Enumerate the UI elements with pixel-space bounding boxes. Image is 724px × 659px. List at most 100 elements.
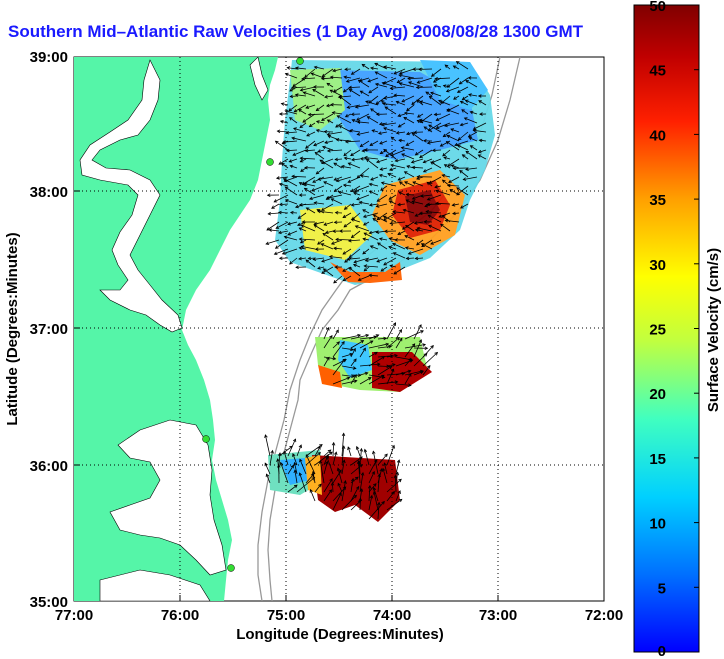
velocity-arrow bbox=[268, 212, 280, 215]
velocity-arrowhead bbox=[405, 225, 409, 229]
velocity-arrow bbox=[461, 109, 469, 115]
velocity-arrow bbox=[429, 176, 442, 184]
velocity-arrowhead bbox=[434, 351, 438, 356]
velocity-arrow bbox=[446, 141, 460, 151]
velocity-arrow bbox=[457, 144, 469, 151]
velocity-arrow bbox=[327, 149, 343, 152]
velocity-arrowhead bbox=[389, 221, 394, 225]
x-tick-label: 77:00 bbox=[55, 607, 93, 624]
velocity-arrowhead bbox=[335, 329, 339, 334]
velocity-arrowhead bbox=[403, 116, 408, 121]
velocity-arrowhead bbox=[315, 107, 320, 112]
velocity-arrowhead bbox=[334, 157, 339, 162]
velocity-arrow bbox=[350, 185, 361, 192]
velocity-arrow bbox=[369, 183, 379, 187]
velocity-arrow bbox=[314, 446, 321, 457]
velocity-arrowhead bbox=[426, 197, 431, 201]
velocity-arrow bbox=[395, 383, 411, 386]
velocity-arrow bbox=[436, 113, 451, 121]
velocity-arrowhead bbox=[347, 446, 351, 451]
velocity-arrow bbox=[398, 139, 406, 142]
velocity-arrowhead bbox=[342, 268, 346, 272]
velocity-arrow bbox=[304, 187, 316, 196]
velocity-arrow bbox=[460, 122, 469, 126]
velocity-arrowhead bbox=[285, 130, 290, 135]
colorbar-label: Surface Velocity (cm/s) bbox=[705, 248, 722, 412]
velocity-arrow bbox=[341, 480, 346, 502]
velocity-arrow bbox=[386, 369, 394, 385]
velocity-arrowhead bbox=[292, 152, 297, 156]
velocity-arrowhead bbox=[345, 79, 350, 83]
velocity-arrowhead bbox=[381, 81, 386, 86]
velocity-arrow bbox=[296, 444, 302, 457]
velocity-arrowhead bbox=[281, 162, 285, 167]
velocity-arrowhead bbox=[282, 178, 287, 182]
velocity-arrowhead bbox=[368, 190, 373, 194]
velocity-arrowhead bbox=[315, 129, 320, 133]
velocity-arrowhead bbox=[416, 226, 421, 231]
velocity-arrowhead bbox=[422, 343, 427, 347]
velocity-arrow bbox=[356, 446, 361, 457]
velocity-arrow bbox=[377, 242, 388, 250]
velocity-arrow bbox=[404, 181, 415, 187]
velocity-arrowhead bbox=[414, 228, 419, 232]
velocity-arrow bbox=[338, 191, 352, 196]
velocity-arrowhead bbox=[334, 451, 338, 456]
velocity-arrowhead bbox=[295, 265, 299, 270]
velocity-arrow bbox=[364, 265, 379, 268]
velocity-arrowhead bbox=[435, 125, 440, 130]
velocity-arrowhead bbox=[315, 120, 320, 124]
velocity-arrow bbox=[341, 165, 352, 169]
velocity-arrow bbox=[446, 109, 460, 115]
velocity-arrowhead bbox=[428, 224, 432, 229]
velocity-arrow bbox=[465, 80, 478, 88]
velocity-arrowhead bbox=[383, 65, 387, 69]
velocity-arrowhead bbox=[363, 267, 368, 272]
velocity-arrow bbox=[462, 154, 469, 160]
velocity-arrowhead bbox=[420, 194, 424, 198]
velocity-arrowhead bbox=[422, 159, 427, 164]
velocity-arrow bbox=[343, 184, 352, 187]
velocity-arrow bbox=[453, 65, 460, 70]
velocity-arrowhead bbox=[293, 461, 297, 466]
velocity-arrowhead bbox=[358, 200, 363, 205]
velocity-arrow bbox=[452, 212, 460, 215]
velocity-arrow bbox=[395, 329, 402, 340]
velocity-arrow bbox=[304, 183, 316, 187]
velocity-arrow bbox=[310, 489, 316, 502]
velocity-arrow bbox=[401, 153, 415, 160]
velocity-arrow bbox=[404, 344, 426, 349]
y-tick-label: 35:00 bbox=[30, 594, 68, 611]
velocity-arrow bbox=[368, 356, 385, 367]
velocity-arrowhead bbox=[300, 245, 305, 249]
velocity-arrow bbox=[343, 221, 352, 228]
velocity-arrow bbox=[286, 149, 298, 152]
colorbar-tick-label: 25 bbox=[649, 322, 666, 339]
velocity-arrowhead bbox=[326, 132, 331, 136]
velocity-arrowhead bbox=[356, 117, 360, 121]
velocity-arrow bbox=[395, 490, 401, 502]
velocity-arrowhead bbox=[317, 177, 322, 181]
velocity-arrow bbox=[332, 329, 339, 340]
velocity-arrow bbox=[344, 76, 352, 79]
velocity-arrowhead bbox=[370, 108, 374, 112]
velocity-arrowhead bbox=[458, 81, 463, 85]
velocity-arrow bbox=[353, 257, 370, 263]
velocity-arrow bbox=[396, 101, 406, 106]
velocity-arrow bbox=[298, 257, 307, 260]
velocity-arrow bbox=[274, 194, 289, 203]
velocity-arrow bbox=[356, 194, 370, 200]
velocity-arrowhead bbox=[300, 168, 304, 172]
velocity-arrow bbox=[404, 373, 412, 385]
velocity-arrowhead bbox=[462, 177, 467, 181]
velocity-arrowhead bbox=[342, 251, 347, 255]
velocity-arrow bbox=[323, 461, 328, 475]
velocity-arrow bbox=[321, 113, 334, 121]
velocity-arrow bbox=[451, 164, 460, 169]
velocity-arrowhead bbox=[403, 111, 408, 116]
velocity-arrowhead bbox=[397, 124, 402, 128]
velocity-arrowhead bbox=[344, 139, 349, 144]
velocity-arrow bbox=[423, 167, 433, 173]
velocity-arrowhead bbox=[279, 120, 284, 124]
velocity-arrow bbox=[314, 202, 325, 205]
